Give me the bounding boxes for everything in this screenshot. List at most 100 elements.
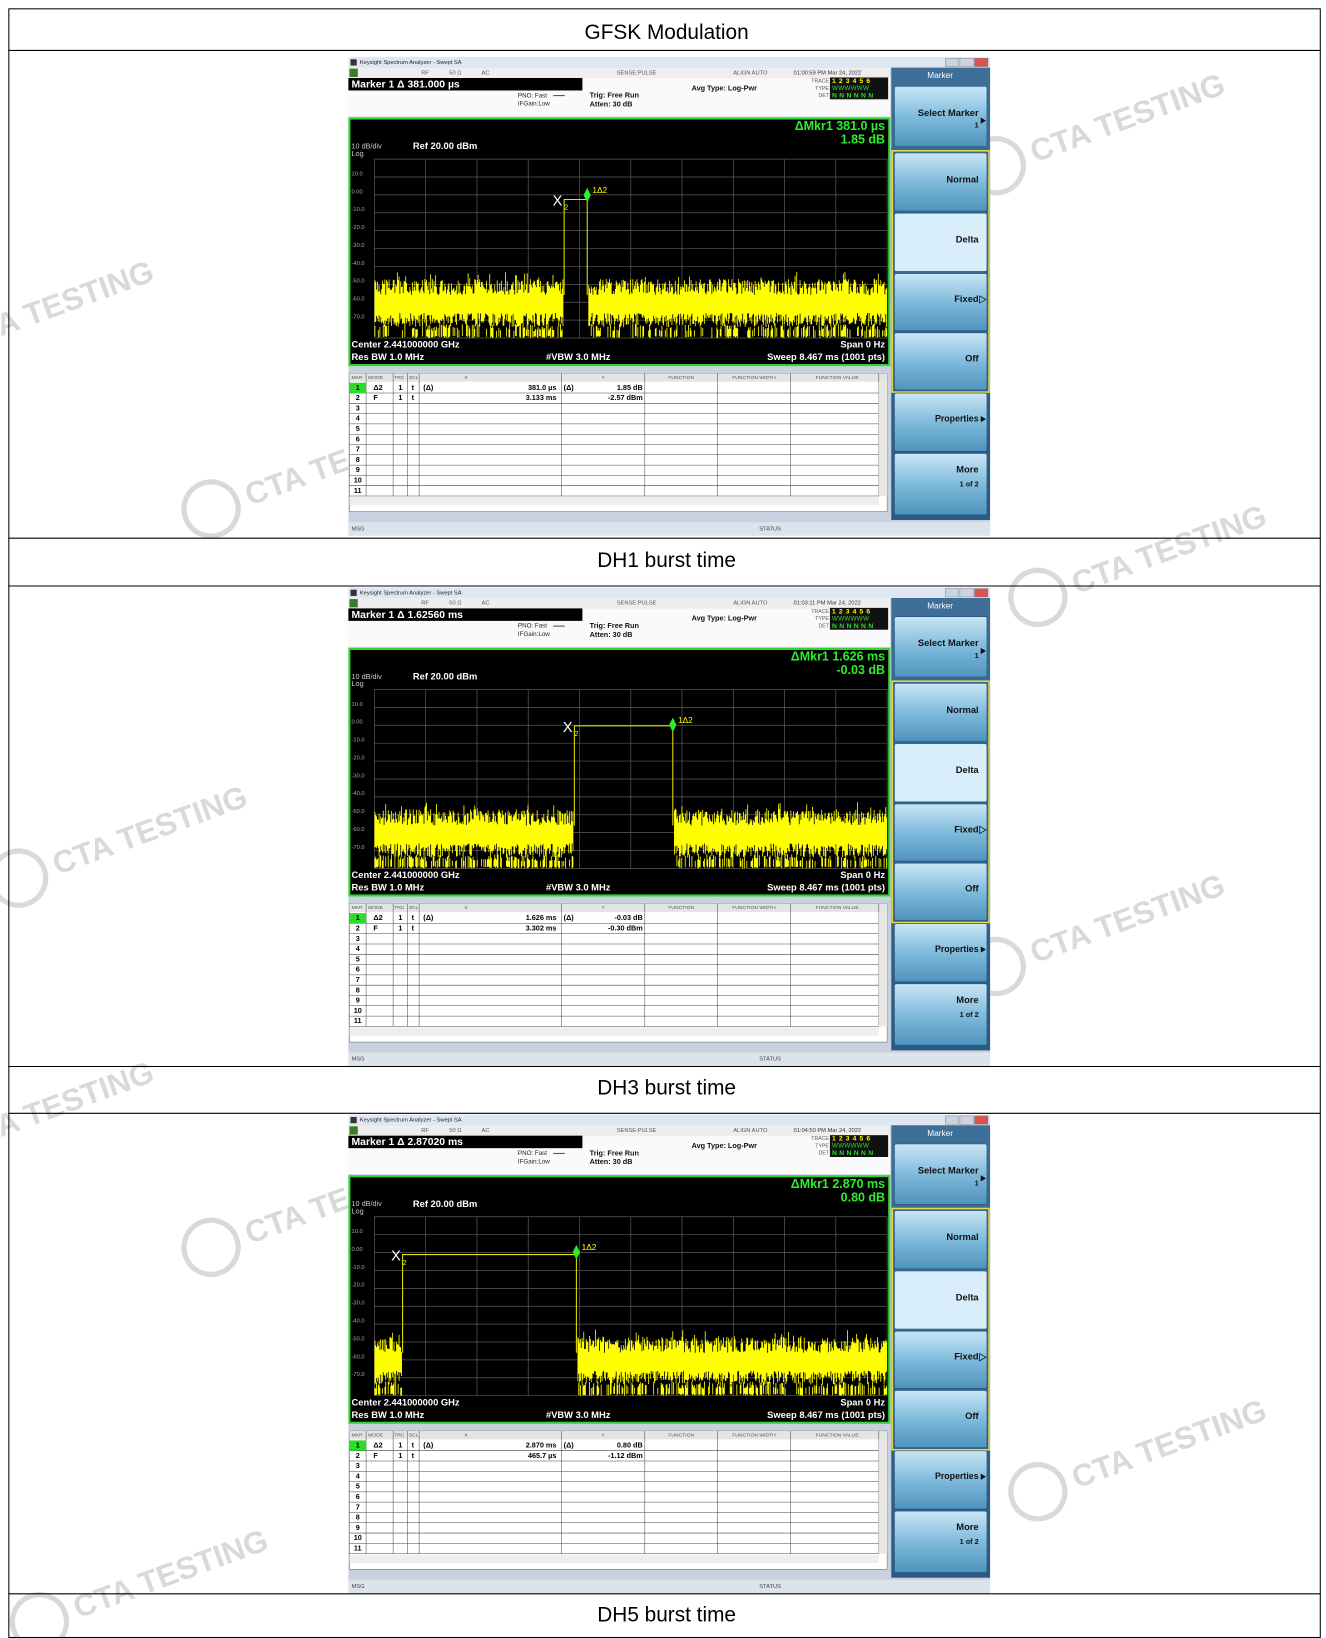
coupling-label: AC	[482, 1128, 490, 1134]
y-axis-label: -60.0	[352, 1354, 365, 1360]
row-number: 4	[356, 944, 360, 953]
softkey-sublabel: 1 of 2	[960, 480, 979, 489]
trace-label: TRACE	[811, 1136, 829, 1142]
span: Span 0 Hz	[840, 340, 885, 350]
row-y-ref: (Δ)	[564, 383, 575, 392]
status-label: STATUS	[759, 1584, 781, 1590]
trace-label: TRACE	[811, 609, 829, 615]
row-number: 6	[356, 434, 360, 443]
row-y-ref: (Δ)	[564, 913, 575, 922]
trig: Trig: Free Run	[590, 91, 639, 100]
row-number: 11	[354, 486, 362, 495]
y-axis-label: -50.0	[352, 279, 365, 285]
trig: Trig: Free Run	[590, 1148, 639, 1157]
ifgain: IFGain:Low	[518, 101, 550, 108]
vbw: #VBW 3.0 MHz	[546, 1410, 611, 1420]
row-x: 1.626 ms	[526, 913, 557, 922]
y-axis-label: -40.0	[352, 1319, 365, 1325]
status-label: STATUS	[759, 526, 781, 532]
log-label: Log	[352, 1207, 364, 1216]
window-button	[974, 58, 988, 66]
delta-marker-y: -0.03 dB	[837, 663, 886, 677]
table-header: MODE	[368, 1433, 384, 1439]
row-number: 2	[356, 393, 360, 402]
row-number: 4	[356, 1471, 360, 1480]
app-icon	[350, 590, 356, 596]
delta-marker-y: 1.85 dB	[841, 133, 885, 147]
menu-title: Marker	[927, 70, 953, 80]
watermark: CTA TESTING	[0, 770, 255, 913]
align-label: ALIGN AUTO	[733, 601, 768, 607]
row-number: 8	[356, 985, 360, 994]
det-values: NNNNNN	[832, 1150, 876, 1157]
row-trace: 1	[398, 393, 402, 402]
window-button	[960, 58, 974, 66]
avg-type: Avg Type: Log-Pwr	[692, 614, 758, 623]
type-values: WWWWWW	[832, 1143, 869, 1150]
table-header: MKR	[352, 1433, 363, 1439]
softkey-label: Off	[965, 1411, 979, 1421]
marker-x-sub: 2	[403, 1258, 407, 1267]
row-number: 3	[356, 934, 360, 943]
screens: Keysight Spectrum Analyzer - Swept SARF5…	[348, 57, 990, 1593]
softkey-sublabel: 1	[975, 121, 979, 130]
softkey-label: More	[956, 995, 978, 1005]
marker-readout: Marker 1 Δ 2.87020 ms	[352, 1137, 464, 1148]
ref-level: Ref 20.00 dBm	[413, 672, 477, 682]
marker-table-header	[349, 904, 887, 912]
table-header: MKR	[352, 905, 363, 911]
table-header: FUNCTION VALUE	[816, 1433, 860, 1439]
row-y-ref: (Δ)	[564, 1441, 575, 1450]
timestamp: 01:00:59 PM Mar 24, 2022	[794, 70, 862, 76]
y-axis-label: -10.0	[352, 207, 365, 213]
type-values: WWWWWW	[832, 615, 869, 622]
table-scrollbar	[879, 912, 887, 1026]
row-scale-ref: (Δ)	[423, 913, 434, 922]
report-page: CTA TESTINGCTA TESTINGCTA TESTINGCTA TES…	[0, 0, 1326, 1638]
softkey-sublabel: 1	[975, 1178, 979, 1187]
avg-type: Avg Type: Log-Pwr	[692, 83, 758, 92]
row-y: -1.12 dBm	[608, 1451, 643, 1460]
window-button	[945, 1116, 959, 1124]
row-y: -2.57 dBm	[608, 393, 643, 402]
analyzer-screenshot: Keysight Spectrum Analyzer - Swept SARF5…	[348, 57, 990, 535]
row-trace: 1	[398, 924, 402, 933]
table-header: TRC	[394, 1433, 405, 1439]
row-number: 4	[356, 414, 360, 423]
row-number: 5	[356, 954, 360, 963]
app-icon	[350, 59, 356, 65]
softkey-label: Properties	[935, 944, 979, 954]
row-number: 1	[356, 1441, 360, 1450]
delta-marker-label: 1Δ2	[582, 1242, 597, 1252]
table-header: TRC	[394, 905, 405, 911]
row-number: 1	[356, 383, 360, 392]
table-header: SCL	[409, 905, 419, 911]
y-axis-label: -30.0	[352, 773, 365, 779]
window-button	[960, 589, 974, 597]
sense-label: SENSE:PULSE	[617, 70, 657, 76]
res-bw: Res BW 1.0 MHz	[352, 883, 425, 893]
window-button	[960, 1116, 974, 1124]
y-axis-label: 10.0	[352, 171, 363, 177]
softkey-label: Off	[965, 884, 979, 894]
sense-label: SENSE:PULSE	[617, 601, 657, 607]
rf-label: RF	[421, 601, 429, 607]
y-axis-label: -70.0	[352, 315, 365, 321]
table-scrollbar	[879, 1439, 887, 1553]
analyzer-screenshot: Keysight Spectrum Analyzer - Swept SARF5…	[348, 588, 990, 1066]
table-header: SCL	[409, 1433, 419, 1439]
msg-bar	[348, 1580, 990, 1594]
table-header: FUNCTION	[668, 905, 694, 911]
row-trace: 1	[398, 1451, 402, 1460]
delta-marker-x: ΔMkr1 381.0 µs	[795, 119, 885, 133]
delta-marker-x: ΔMkr1 2.870 ms	[791, 1177, 885, 1191]
row-number: 11	[354, 1016, 362, 1025]
softkey-label: More	[956, 1522, 978, 1532]
row-mode: Δ2	[373, 1441, 382, 1450]
softkey-label: Select Marker	[918, 638, 979, 648]
watermark-text: CTA TESTING	[0, 1054, 158, 1157]
table-header: FUNCTION VALUE	[816, 375, 860, 381]
softkey-label: Fixed	[954, 1352, 979, 1362]
watermark-logo	[1003, 1457, 1072, 1526]
row-scale-ref: (Δ)	[423, 1441, 434, 1450]
